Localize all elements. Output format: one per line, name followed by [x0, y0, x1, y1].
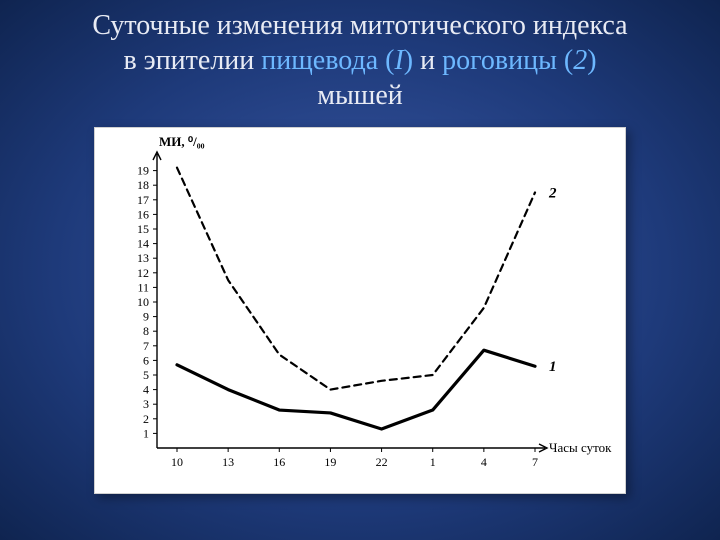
svg-text:10: 10	[137, 295, 149, 309]
svg-text:2: 2	[143, 412, 149, 426]
svg-text:МИ, ⁰/₀₀: МИ, ⁰/₀₀	[159, 134, 205, 149]
svg-text:2: 2	[548, 186, 557, 202]
title-and: и	[413, 45, 442, 76]
svg-text:7: 7	[143, 339, 149, 353]
svg-text:10: 10	[171, 455, 183, 469]
svg-text:18: 18	[137, 178, 149, 192]
svg-text:1: 1	[549, 359, 557, 375]
svg-text:Часы суток: Часы суток	[549, 440, 612, 455]
title-link2-close: )	[587, 45, 596, 76]
svg-text:12: 12	[137, 266, 149, 280]
svg-text:16: 16	[273, 455, 285, 469]
svg-text:8: 8	[143, 324, 149, 338]
svg-text:1: 1	[430, 455, 436, 469]
svg-text:16: 16	[137, 207, 149, 221]
svg-text:9: 9	[143, 310, 149, 324]
chart-container: 1234567891011121314151617181910131619221…	[0, 127, 720, 494]
svg-text:15: 15	[137, 222, 149, 236]
svg-text:14: 14	[137, 237, 149, 251]
svg-text:22: 22	[376, 455, 388, 469]
svg-text:13: 13	[222, 455, 234, 469]
title-line2a: в эпителии	[123, 45, 261, 76]
line-chart: 1234567891011121314151617181910131619221…	[94, 127, 626, 494]
svg-text:17: 17	[137, 193, 149, 207]
svg-text:11: 11	[137, 280, 149, 294]
title-link1-word: пищевода (	[261, 45, 394, 76]
title-link2-num: 2	[573, 45, 587, 76]
slide-title: Суточные изменения митотического индекса…	[0, 0, 720, 113]
title-link2-word: роговицы (	[442, 45, 573, 76]
title-link1-close: )	[404, 45, 413, 76]
svg-text:19: 19	[137, 164, 149, 178]
title-link1-num: I	[394, 45, 403, 76]
svg-text:4: 4	[481, 455, 487, 469]
svg-text:6: 6	[143, 353, 149, 367]
svg-text:4: 4	[143, 383, 149, 397]
svg-text:5: 5	[143, 368, 149, 382]
title-line1: Суточные изменения митотического индекса	[92, 10, 627, 41]
svg-text:7: 7	[532, 455, 538, 469]
svg-text:19: 19	[324, 455, 336, 469]
title-line3: мышей	[317, 80, 403, 111]
svg-text:3: 3	[143, 397, 149, 411]
chart-svg: 1234567891011121314151617181910131619221…	[95, 128, 625, 488]
svg-text:13: 13	[137, 251, 149, 265]
svg-text:1: 1	[143, 426, 149, 440]
